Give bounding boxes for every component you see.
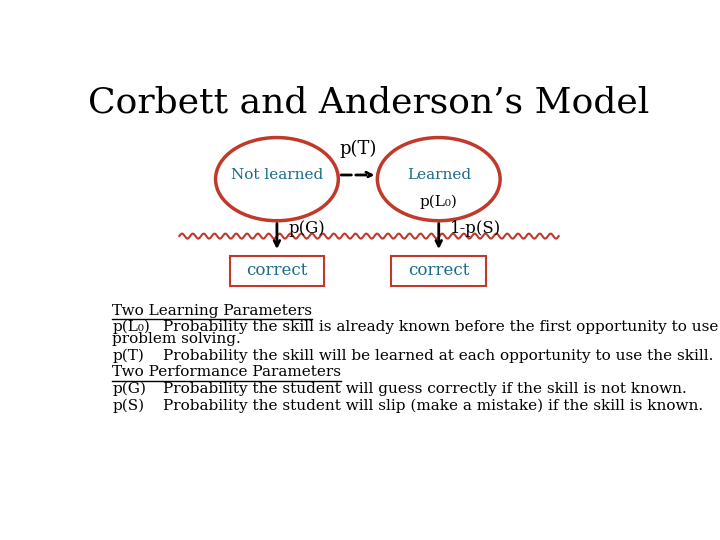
Text: p(L₀): p(L₀) — [420, 195, 458, 209]
Text: Two Learning Parameters: Two Learning Parameters — [112, 304, 312, 318]
Text: p(G): p(G) — [288, 220, 325, 237]
Text: p(G): p(G) — [112, 382, 146, 396]
Text: Probability the skill will be learned at each opportunity to use the skill.: Probability the skill will be learned at… — [163, 349, 713, 363]
Text: p(S): p(S) — [112, 399, 145, 413]
Text: p(T): p(T) — [112, 349, 144, 363]
Text: p(L₀): p(L₀) — [112, 320, 150, 334]
Text: p(T): p(T) — [339, 140, 377, 158]
Text: 1-p(S): 1-p(S) — [450, 220, 501, 237]
FancyBboxPatch shape — [230, 256, 324, 286]
Text: correct: correct — [408, 262, 469, 279]
Text: Probability the skill is already known before the first opportunity to use the s: Probability the skill is already known b… — [163, 320, 720, 334]
Text: correct: correct — [246, 262, 307, 279]
Text: Not learned: Not learned — [231, 168, 323, 182]
FancyBboxPatch shape — [392, 256, 486, 286]
Text: Probability the student will guess correctly if the skill is not known.: Probability the student will guess corre… — [163, 382, 686, 396]
Text: Two Performance Parameters: Two Performance Parameters — [112, 366, 341, 380]
Text: Probability the student will slip (make a mistake) if the skill is known.: Probability the student will slip (make … — [163, 399, 703, 413]
Text: Corbett and Anderson’s Model: Corbett and Anderson’s Model — [89, 85, 649, 119]
Text: problem solving.: problem solving. — [112, 332, 241, 346]
Text: Learned: Learned — [407, 168, 471, 182]
